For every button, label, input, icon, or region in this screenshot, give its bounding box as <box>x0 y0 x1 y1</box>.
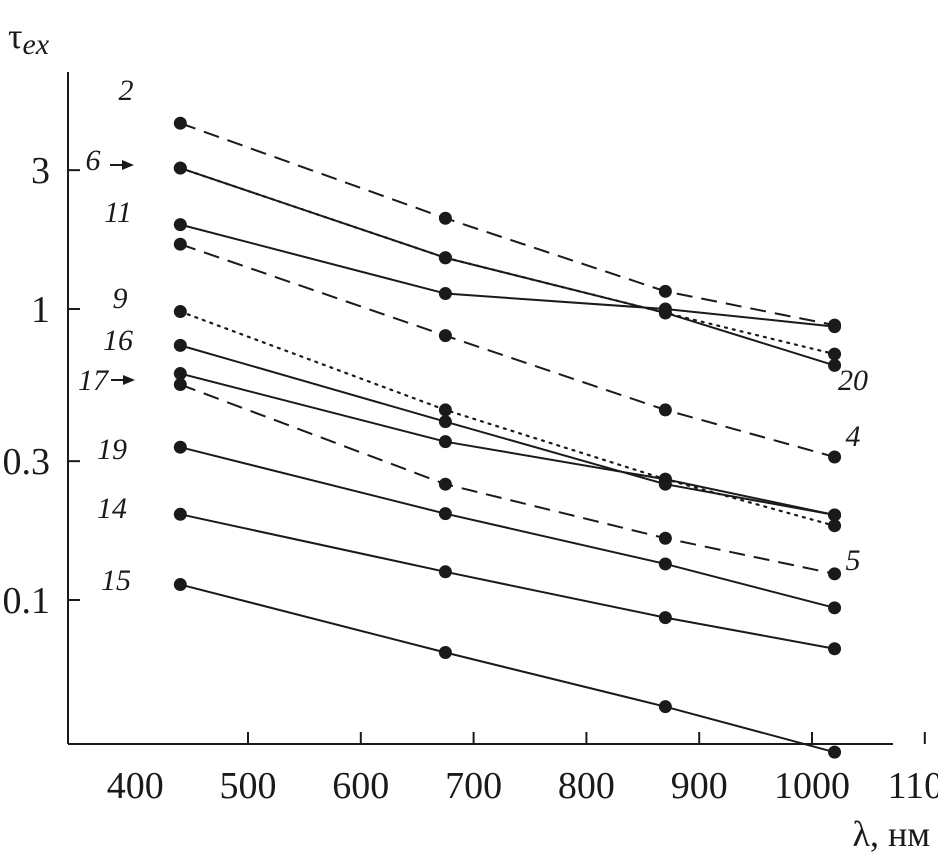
data-point-16 <box>438 415 452 429</box>
x-tick-label: 900 <box>671 765 728 807</box>
data-point-9 <box>173 305 187 319</box>
data-point-5 <box>828 567 842 581</box>
y-axis-title: τex <box>8 16 50 61</box>
data-point-4 <box>828 450 842 464</box>
series-line-4 <box>179 243 835 458</box>
data-point-11 <box>828 320 842 334</box>
arrow-17-head <box>123 375 135 385</box>
data-point-15 <box>658 700 672 714</box>
x-tick-label: 600 <box>332 765 389 807</box>
curve-label-6: 6 <box>86 144 101 177</box>
data-point-11 <box>658 302 672 316</box>
data-point-4 <box>438 329 452 343</box>
y-tick-label: 1 <box>31 289 50 331</box>
curve-label-19: 19 <box>97 433 127 466</box>
x-tick-label: 400 <box>107 765 164 807</box>
data-point-2 <box>173 116 187 130</box>
curve-label-11: 11 <box>104 196 132 229</box>
data-point-17 <box>658 472 672 486</box>
data-point-6 <box>828 347 842 361</box>
data-point-2 <box>658 284 672 298</box>
data-point-5 <box>658 531 672 545</box>
series-lines <box>173 116 842 759</box>
data-point-4 <box>173 237 187 251</box>
data-point-2 <box>438 211 452 225</box>
data-point-20 <box>173 161 187 175</box>
data-point-15 <box>173 578 187 592</box>
data-point-14 <box>438 565 452 579</box>
data-point-20 <box>828 358 842 372</box>
y-tick-label: 3 <box>31 150 50 192</box>
curve-labels: 2 611 9 16 17 19 14 15 20 4 5 <box>78 74 868 597</box>
series-line-2 <box>179 122 835 327</box>
series-line-20 <box>179 167 835 367</box>
data-point-5 <box>438 477 452 491</box>
data-point-5 <box>173 378 187 392</box>
curve-label-14: 14 <box>97 492 127 525</box>
x-tick-label: 800 <box>558 765 615 807</box>
curve-label-5: 5 <box>846 544 861 577</box>
y-tick-label: 0.3 <box>3 441 51 483</box>
series-line-19 <box>180 446 835 609</box>
series-line-11 <box>180 223 835 328</box>
curve-label-15: 15 <box>101 564 131 597</box>
series-line-5 <box>179 383 835 575</box>
curve-label-16: 16 <box>103 324 133 357</box>
x-tick-label: 1000 <box>774 765 850 807</box>
series-line-9 <box>179 310 836 527</box>
y-tick-label: 0.1 <box>3 580 51 622</box>
curve-label-20: 20 <box>838 364 868 397</box>
data-point-19 <box>828 601 842 615</box>
x-tick-label: 700 <box>445 765 502 807</box>
arrow-6-head <box>122 160 134 170</box>
curve-label-2: 2 <box>119 74 134 107</box>
data-point-20 <box>438 251 452 265</box>
data-point-15 <box>438 646 452 660</box>
data-point-19 <box>438 507 452 521</box>
series-line-16 <box>180 344 835 516</box>
x-tick-label: 500 <box>220 765 277 807</box>
curve-label-9: 9 <box>113 282 128 315</box>
data-point-19 <box>658 557 672 571</box>
curve-label-17: 17 <box>78 364 110 397</box>
series-line-14 <box>180 513 835 650</box>
data-point-14 <box>173 507 187 521</box>
data-point-17 <box>828 508 842 522</box>
data-point-4 <box>658 403 672 417</box>
data-point-9 <box>438 403 452 417</box>
curve-label-4: 4 <box>846 420 861 453</box>
data-point-19 <box>173 440 187 454</box>
data-point-16 <box>173 338 187 352</box>
data-point-17 <box>438 435 452 449</box>
series-line-15 <box>180 583 835 754</box>
data-point-14 <box>828 642 842 656</box>
data-point-9 <box>828 519 842 533</box>
series-line-6 <box>179 166 836 356</box>
data-point-11 <box>438 287 452 301</box>
data-point-14 <box>658 611 672 625</box>
data-point-17 <box>173 367 187 381</box>
data-point-15 <box>828 745 842 759</box>
data-point-11 <box>173 218 187 232</box>
series-line-17 <box>180 372 835 516</box>
x-axis-title: λ, нм <box>852 814 930 854</box>
